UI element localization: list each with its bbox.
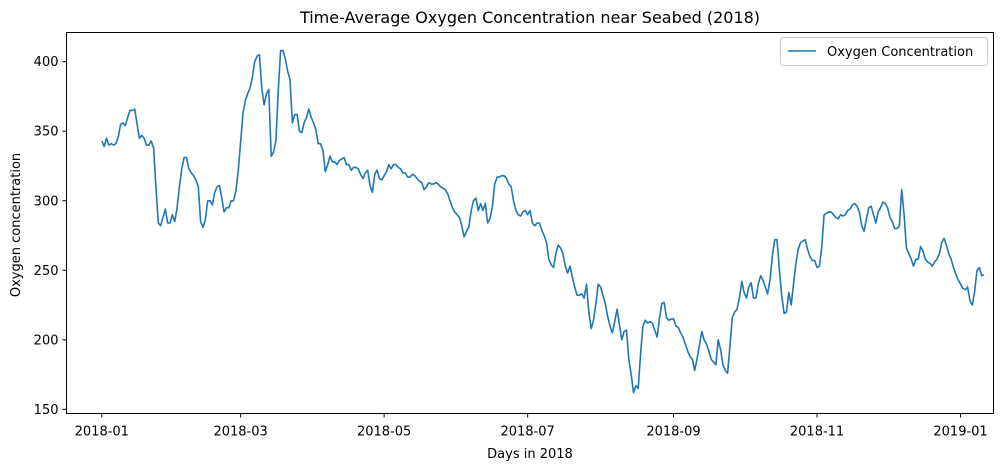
- y-tick-label: 250: [34, 264, 59, 279]
- y-tick-label: 400: [34, 55, 59, 70]
- x-axis-label: Days in 2018: [487, 447, 573, 462]
- legend-box: [780, 37, 988, 66]
- chart-title: Time-Average Oxygen Concentration near S…: [299, 8, 760, 27]
- x-tick-label: 2018-05: [357, 425, 411, 440]
- y-axis-ticks: 150 200 250 300 350 400: [34, 55, 67, 418]
- y-tick-label: 350: [34, 125, 59, 140]
- x-tick-label: 2018-11: [790, 425, 844, 440]
- x-tick-label: 2018-09: [646, 425, 700, 440]
- x-tick-label: 2019-01: [933, 425, 987, 440]
- plot-frame: [66, 32, 994, 414]
- y-tick-label: 150: [34, 403, 59, 418]
- legend-label: Oxygen Concentration: [827, 45, 973, 60]
- series-line-oxygen-concentration: [101, 49, 985, 394]
- x-tick-label: 2018-01: [75, 425, 129, 440]
- y-axis-label: Oxygen concentration: [9, 153, 24, 297]
- x-axis-ticks: 2018-01 2018-03 2018-05 2018-07 2018-09 2018-…: [75, 413, 988, 440]
- y-tick-label: 200: [34, 333, 59, 348]
- x-tick-label: 2018-07: [500, 425, 554, 440]
- legend: Oxygen Concentration: [780, 37, 988, 66]
- y-tick-label: 300: [34, 194, 59, 209]
- plot-area: [66, 32, 994, 414]
- x-tick-label: 2018-03: [213, 425, 267, 440]
